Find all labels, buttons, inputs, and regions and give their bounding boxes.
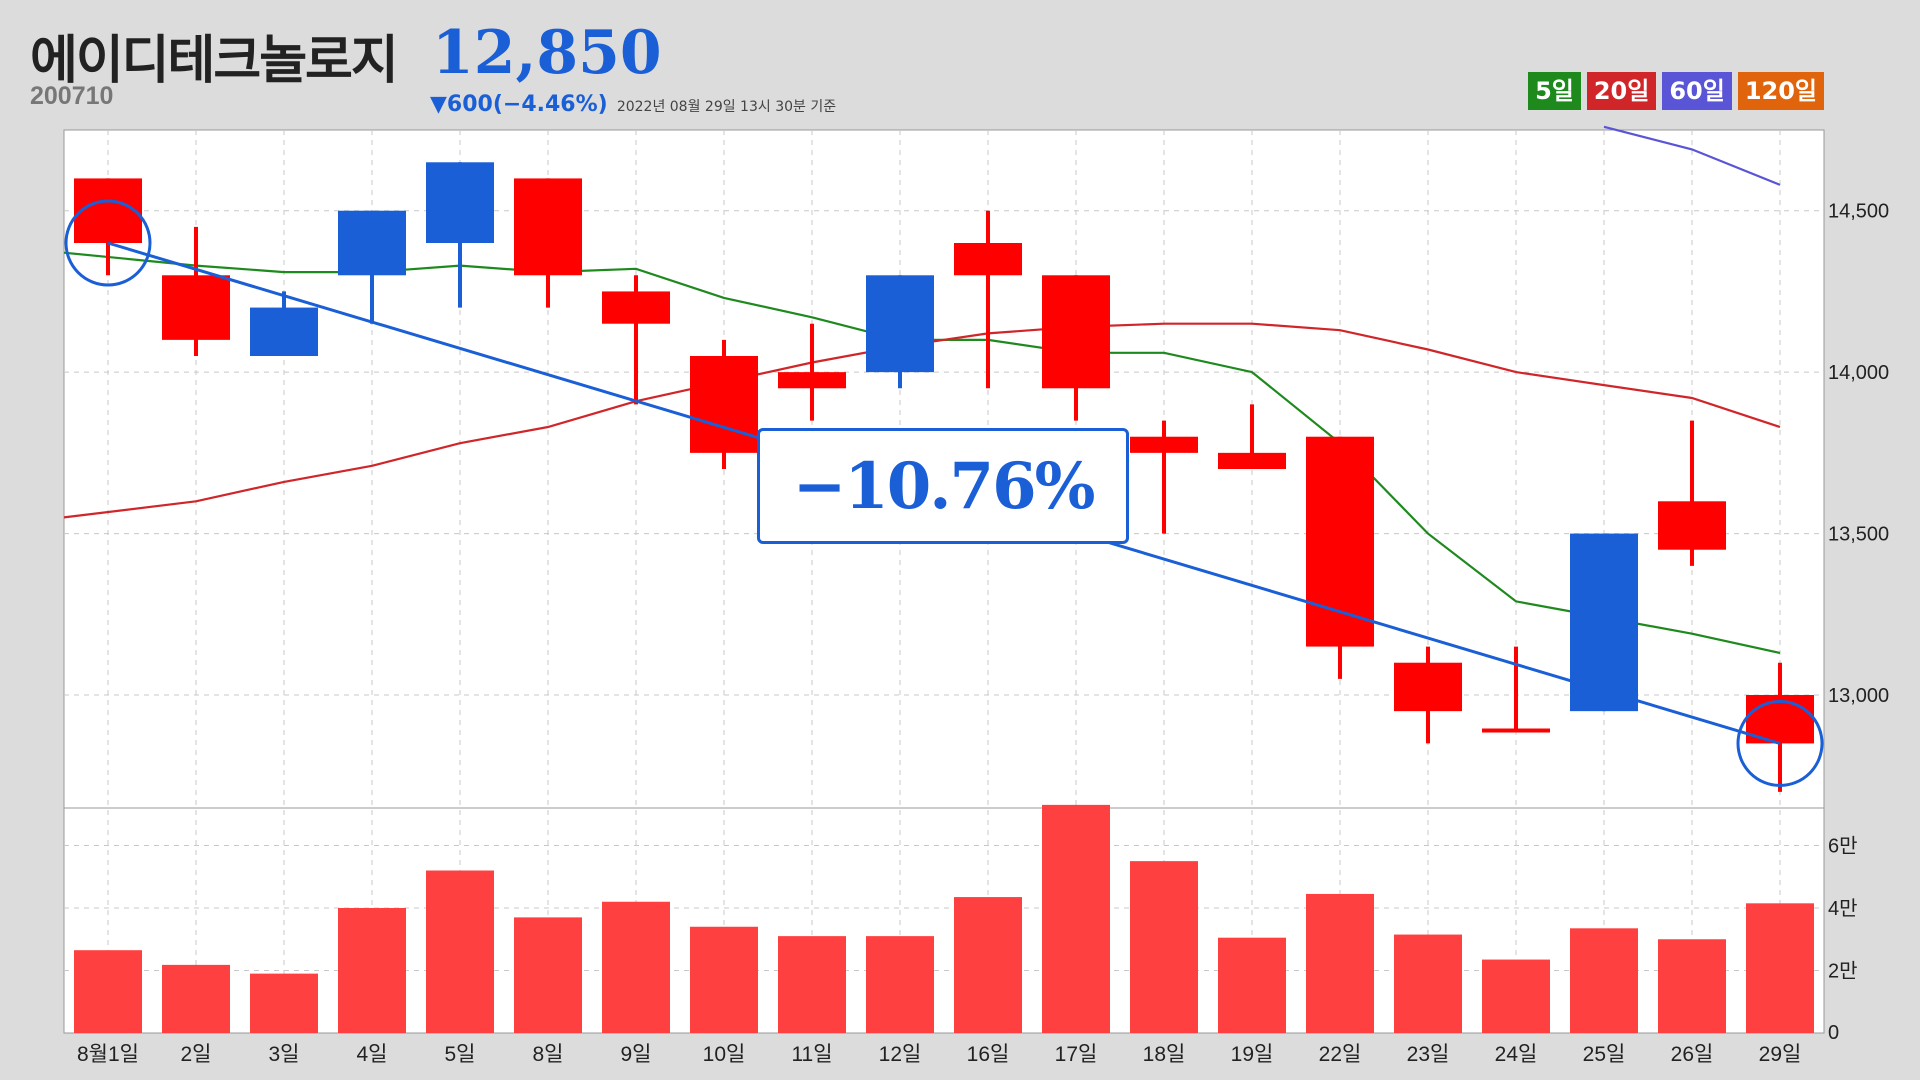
candle-body	[1218, 452, 1286, 469]
candle-body	[602, 291, 670, 324]
y-tick-label: 14,500	[1828, 201, 1889, 223]
moving-average-legend: 5일 20일 60일 120일	[1528, 72, 1824, 110]
legend-ma20: 20일	[1586, 72, 1657, 110]
x-tick-label: 3일	[269, 1043, 300, 1066]
volume-bar	[1394, 934, 1462, 1033]
x-tick-label: 17일	[1055, 1043, 1098, 1066]
price-change: ▼600(−4.46%)	[430, 92, 608, 117]
timestamp: 2022년 08월 29일 13시 30분 기준	[616, 99, 837, 115]
end-marker-circle	[1736, 699, 1824, 787]
candle-body	[690, 356, 758, 453]
x-tick-label: 29일	[1759, 1043, 1802, 1066]
volume-bar	[338, 908, 406, 1033]
moving-average-line	[63, 322, 1781, 519]
x-tick-label: 24일	[1495, 1043, 1538, 1066]
x-tick-label: 10일	[703, 1043, 746, 1066]
y-tick-label: 13,500	[1828, 524, 1889, 546]
x-tick-label: 8일	[533, 1043, 564, 1066]
candle-body	[426, 162, 494, 243]
x-tick-label: 5일	[445, 1043, 476, 1066]
x-tick-label: 18일	[1143, 1043, 1186, 1066]
x-tick-label: 26일	[1671, 1043, 1714, 1066]
legend-ma60: 60일	[1662, 72, 1732, 110]
volume-bar	[1570, 928, 1638, 1033]
volume-bar	[1482, 959, 1550, 1033]
volume-bar	[162, 964, 230, 1033]
candle-body	[1570, 533, 1638, 712]
volume-bar	[602, 901, 670, 1033]
x-tick-label: 12일	[879, 1043, 922, 1066]
stock-name: 에이디테크놀로지	[30, 31, 399, 91]
volume-panel	[63, 807, 1825, 1034]
candle-body	[1306, 436, 1374, 647]
x-tick-label: 22일	[1319, 1043, 1362, 1066]
volume-bar	[1218, 937, 1286, 1033]
volume-tick-label: 4만	[1828, 897, 1858, 920]
volume-bar	[1042, 804, 1110, 1033]
x-tick-label: 25일	[1583, 1043, 1626, 1066]
candle-body	[250, 307, 318, 356]
legend-ma5: 5일	[1528, 72, 1581, 110]
volume-bar	[866, 936, 934, 1033]
candle-body	[1130, 436, 1198, 453]
candle-body	[1482, 728, 1550, 733]
candle-body	[954, 243, 1022, 276]
stock-price: 12,850	[432, 18, 662, 88]
volume-tick-label: 2만	[1828, 960, 1858, 983]
volume-bar	[426, 870, 494, 1033]
x-tick-label: 11일	[791, 1043, 832, 1066]
y-tick-label: 14,000	[1828, 362, 1889, 384]
start-marker-circle	[64, 199, 152, 287]
volume-bar	[1658, 939, 1726, 1033]
x-tick-label: 2일	[181, 1043, 212, 1066]
stock-code: 200710	[30, 82, 114, 110]
candle-body	[1394, 662, 1462, 712]
candle-body	[514, 178, 582, 276]
x-tick-label: 9일	[621, 1043, 652, 1066]
x-tick-label: 23일	[1407, 1043, 1450, 1066]
volume-bar	[690, 926, 758, 1033]
moving-average-line	[1603, 125, 1781, 186]
candle-body	[162, 275, 230, 340]
volume-tick-label: 0	[1828, 1022, 1839, 1044]
x-tick-label: 4일	[357, 1043, 388, 1066]
candle-body	[866, 275, 934, 373]
volume-bar	[778, 936, 846, 1033]
volume-bar	[1306, 893, 1374, 1033]
volume-bar	[514, 917, 582, 1033]
x-tick-label: 19일	[1231, 1043, 1274, 1066]
candle-body	[74, 178, 142, 243]
candle-body	[338, 210, 406, 276]
x-tick-label: 16일	[967, 1043, 1010, 1066]
volume-tick-label: 6만	[1828, 835, 1858, 858]
candle-body	[778, 372, 846, 389]
volume-bar	[1130, 861, 1198, 1033]
candle-body	[1042, 275, 1110, 389]
volume-bar	[74, 950, 142, 1033]
legend-ma120: 120일	[1737, 72, 1824, 110]
price-change-line: ▼600(−4.46%) 2022년 08월 29일 13시 30분 기준	[430, 92, 836, 117]
volume-bar	[954, 897, 1022, 1033]
change-callout: −10.76%	[757, 428, 1129, 544]
candle-body	[1658, 501, 1726, 550]
y-tick-label: 13,000	[1828, 685, 1889, 707]
x-tick-label: 8월1일	[77, 1043, 139, 1066]
volume-bar	[1746, 903, 1814, 1033]
volume-bar	[250, 973, 318, 1033]
